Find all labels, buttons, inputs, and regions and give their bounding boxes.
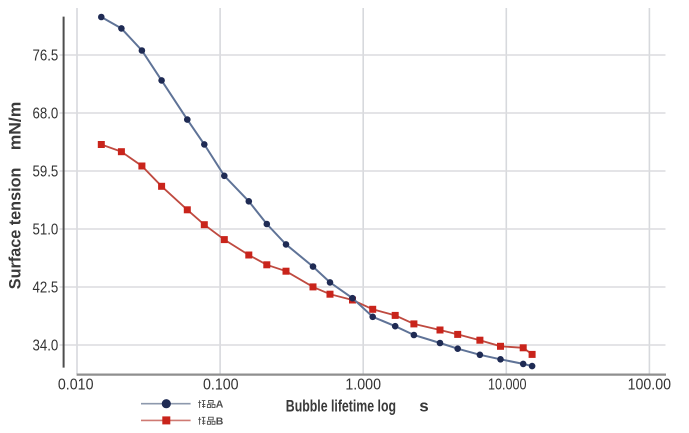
svg-text:34.0: 34.0 (33, 338, 59, 355)
svg-text:1.000: 1.000 (345, 377, 381, 394)
svg-text:Bubble lifetime log: Bubble lifetime log (286, 397, 396, 416)
svg-text:Surface tension: Surface tension (6, 168, 25, 290)
svg-text:mN/m: mN/m (6, 102, 25, 151)
svg-text:68.0: 68.0 (33, 106, 59, 123)
svg-text:0.010: 0.010 (58, 377, 94, 394)
svg-text:A: A (216, 399, 224, 411)
svg-text:0.100: 0.100 (203, 377, 239, 394)
svg-text:59.5: 59.5 (33, 164, 59, 181)
svg-text:B: B (216, 415, 224, 427)
svg-text:76.5: 76.5 (33, 48, 59, 65)
svg-text:51.0: 51.0 (33, 222, 59, 239)
svg-text:100.00: 100.00 (628, 377, 671, 394)
svg-text:10.000: 10.000 (488, 377, 527, 394)
svg-text:s: s (419, 397, 428, 416)
svg-text:42.5: 42.5 (33, 280, 59, 297)
